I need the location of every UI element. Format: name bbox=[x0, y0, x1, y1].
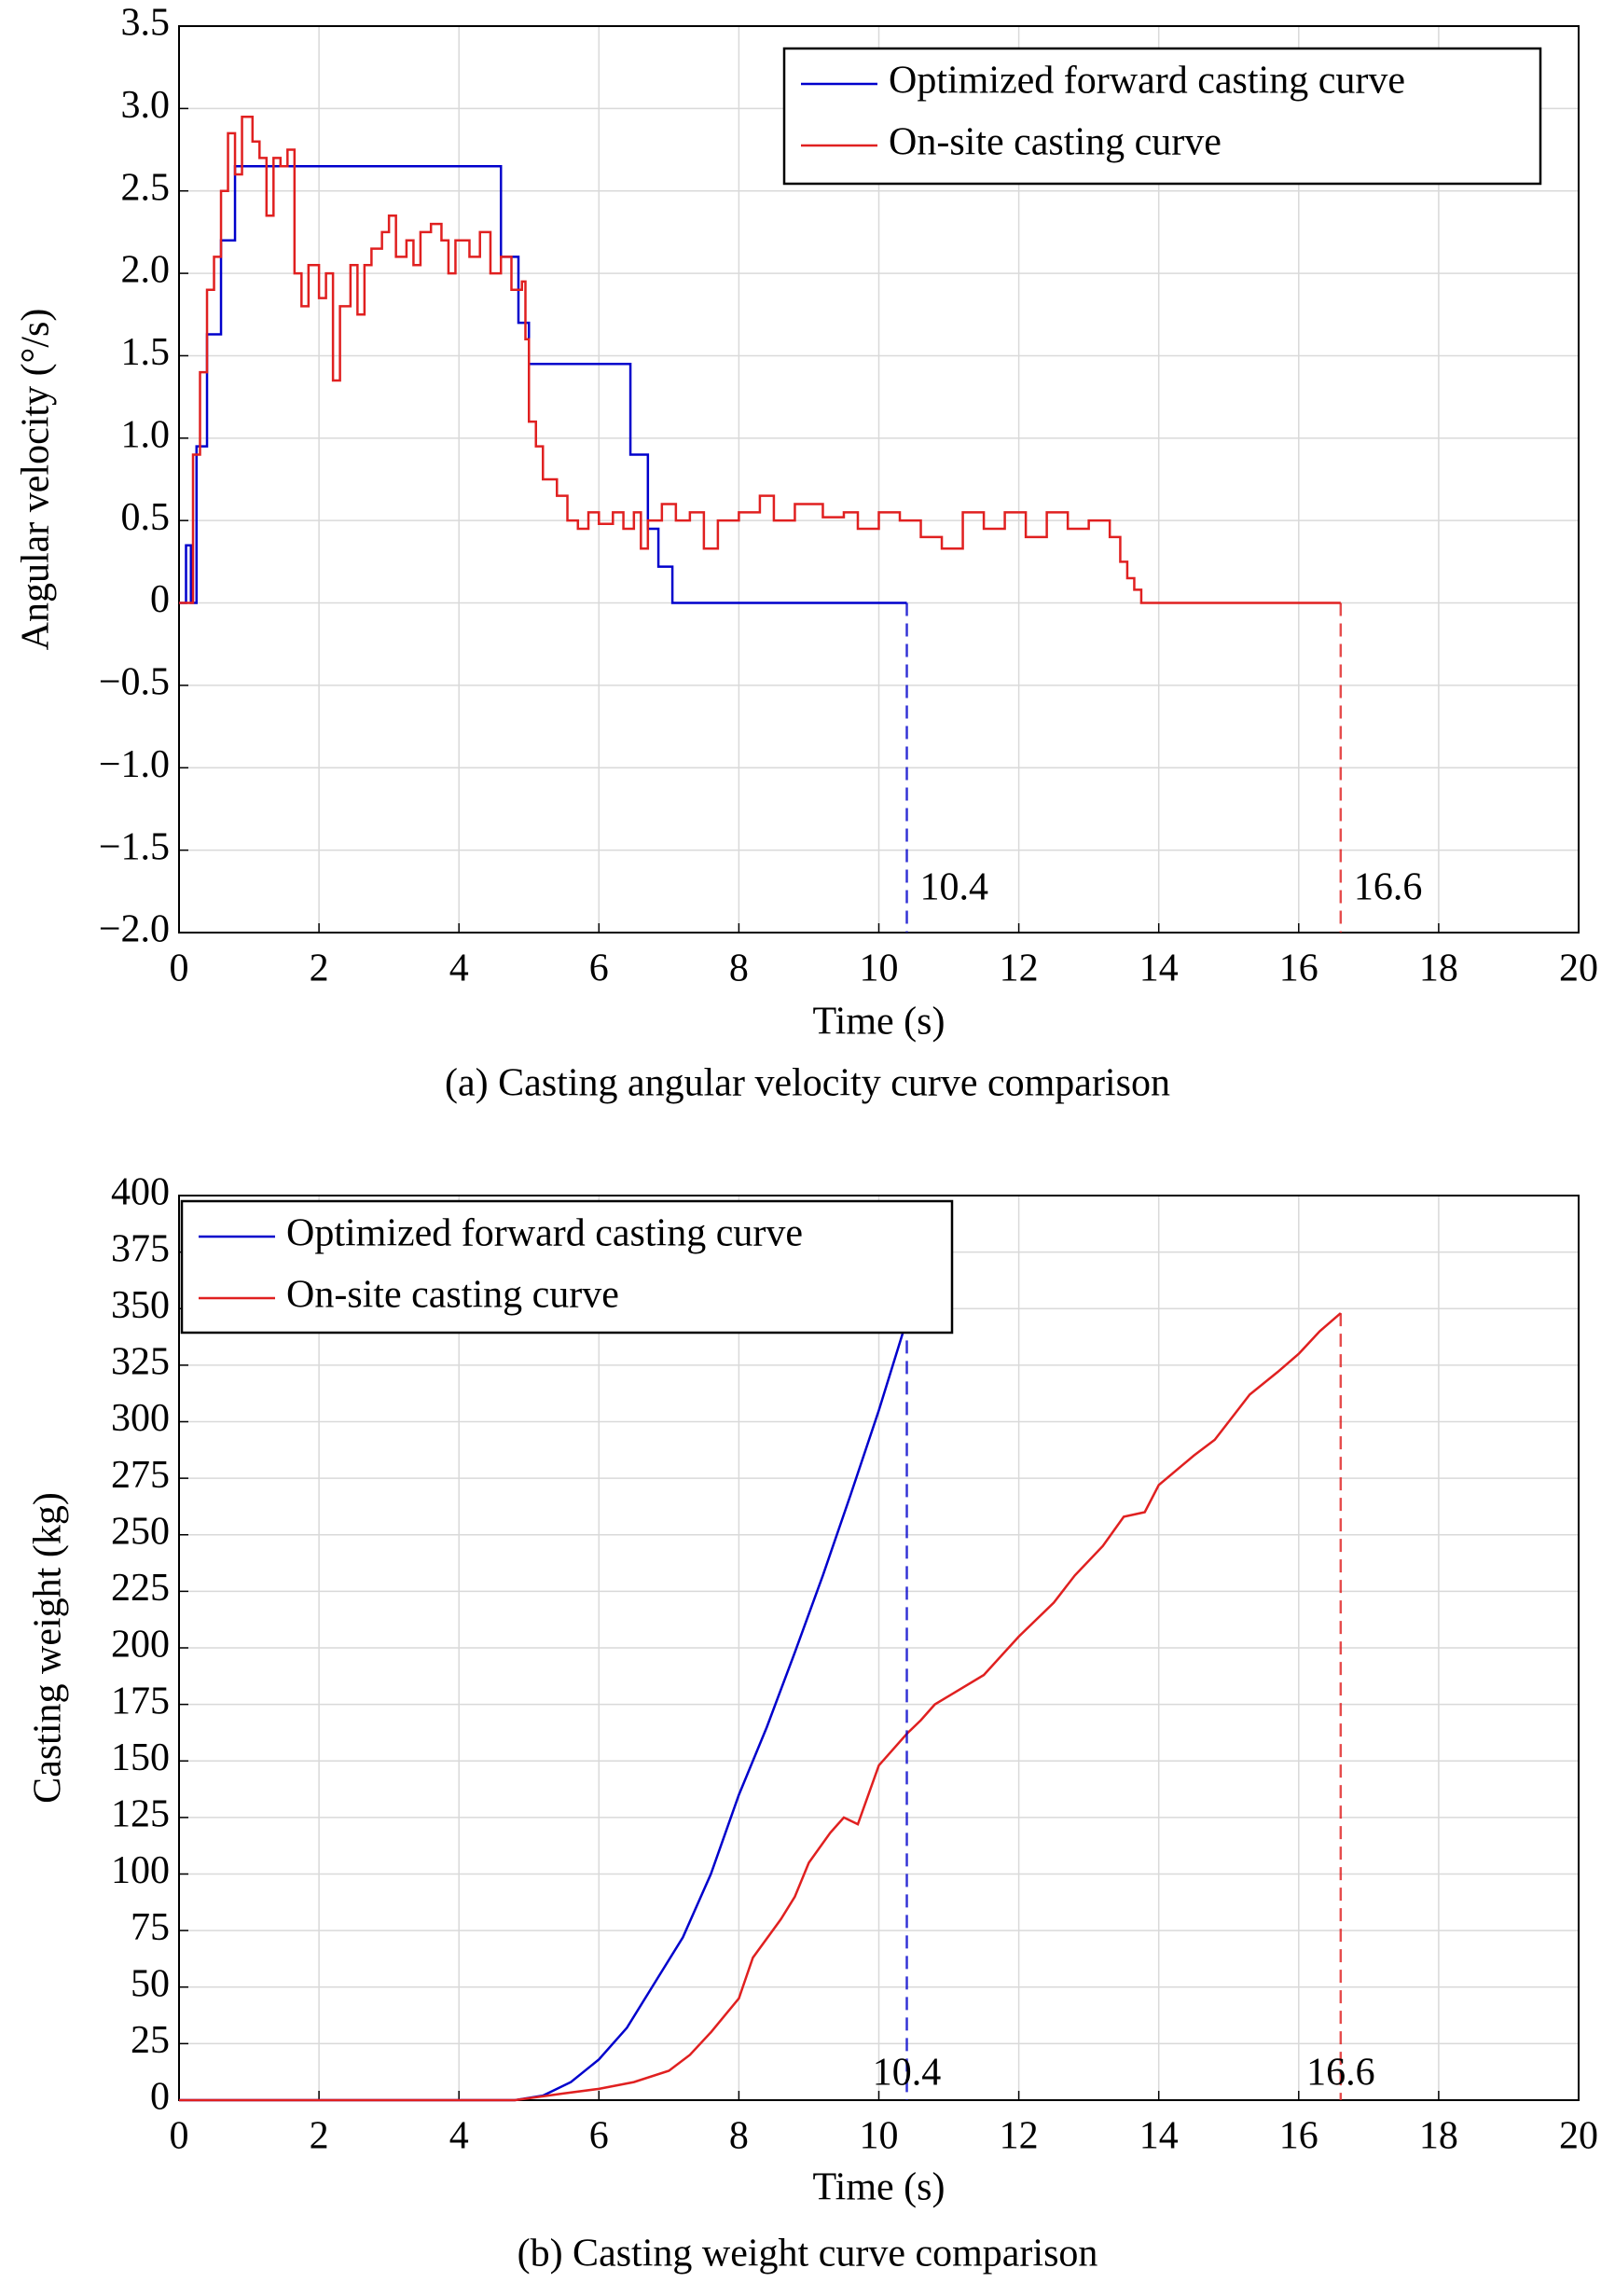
x-tick-label: 10 bbox=[860, 947, 899, 990]
x-tick-label: 20 bbox=[1559, 947, 1598, 990]
y-axis-label: Angular velocity (°/s) bbox=[15, 309, 58, 651]
x-tick-label: 8 bbox=[729, 947, 749, 990]
x-tick-label: 2 bbox=[310, 947, 329, 990]
legend-label: On-site casting curve bbox=[889, 121, 1222, 164]
y-tick-label: −1.5 bbox=[99, 825, 170, 868]
y-tick-label: −1.0 bbox=[99, 743, 170, 786]
series-line bbox=[179, 1320, 908, 2102]
x-axis-label: Time (s) bbox=[813, 1001, 946, 1044]
annotation: 10.4 bbox=[920, 866, 989, 909]
series-line bbox=[179, 115, 1341, 604]
y-tick-label: 1.0 bbox=[121, 413, 171, 456]
y-tick-label: 250 bbox=[111, 1510, 170, 1553]
y-tick-label: 75 bbox=[131, 1906, 170, 1949]
y-tick-label: −2.0 bbox=[99, 908, 170, 951]
y-tick-label: 50 bbox=[131, 1962, 170, 2005]
y-tick-label: −0.5 bbox=[99, 661, 170, 704]
legend-box bbox=[782, 47, 1542, 186]
x-tick-label: 18 bbox=[1419, 2115, 1458, 2158]
y-tick-label: 350 bbox=[111, 1284, 170, 1327]
x-tick-label: 12 bbox=[1000, 2115, 1039, 2158]
x-tick-label: 4 bbox=[449, 947, 469, 990]
x-tick-label: 8 bbox=[729, 2115, 749, 2158]
x-tick-label: 16 bbox=[1279, 2115, 1318, 2158]
x-tick-label: 0 bbox=[170, 947, 189, 990]
y-tick-label: 275 bbox=[111, 1454, 170, 1497]
x-tick-label: 0 bbox=[170, 2115, 189, 2158]
y-tick-label: 0 bbox=[150, 2076, 170, 2119]
y-tick-label: 225 bbox=[111, 1567, 170, 1610]
x-tick-label: 12 bbox=[1000, 947, 1039, 990]
caption: (b) Casting weight curve comparison bbox=[518, 2233, 1098, 2275]
y-tick-label: 375 bbox=[111, 1227, 170, 1270]
y-tick-label: 300 bbox=[111, 1397, 170, 1440]
y-tick-label: 100 bbox=[111, 1849, 170, 1892]
legend-label: Optimized forward casting curve bbox=[286, 1212, 803, 1255]
y-tick-label: 150 bbox=[111, 1736, 170, 1779]
y-tick-label: 325 bbox=[111, 1341, 170, 1384]
y-tick-label: 200 bbox=[111, 1624, 170, 1667]
x-tick-label: 6 bbox=[589, 2115, 609, 2158]
legend-label: On-site casting curve bbox=[286, 1274, 619, 1317]
x-tick-label: 6 bbox=[589, 947, 609, 990]
y-axis-label: Casting weight (kg) bbox=[27, 1492, 70, 1804]
x-tick-label: 10 bbox=[860, 2115, 899, 2158]
y-tick-label: 25 bbox=[131, 2019, 170, 2062]
series-line bbox=[179, 164, 907, 604]
annotation: 10.4 bbox=[873, 2052, 942, 2095]
x-tick-label: 20 bbox=[1559, 2115, 1598, 2158]
x-tick-label: 16 bbox=[1279, 947, 1318, 990]
y-tick-label: 175 bbox=[111, 1680, 170, 1722]
annotation: 16.6 bbox=[1354, 866, 1423, 909]
y-tick-label: 3.0 bbox=[121, 84, 171, 127]
chart: 0 2 4 6 8 10 12 14 16 18 20 −2.0 −1.5 −1.0 −0.5 0 0.5 1.0… bbox=[15, 2, 1598, 1105]
y-tick-label: 400 bbox=[111, 1171, 170, 1214]
x-tick-label: 4 bbox=[449, 2115, 469, 2158]
y-tick-label: 2.0 bbox=[121, 249, 171, 292]
caption: (a) Casting angular velocity curve compa… bbox=[445, 1062, 1170, 1105]
y-tick-label: 2.5 bbox=[121, 166, 171, 209]
chart: 0 2 4 6 8 10 12 14 16 18 2002550751001251501752002… bbox=[27, 1171, 1598, 2275]
y-tick-label: 125 bbox=[111, 1793, 170, 1836]
series-line bbox=[179, 1312, 1342, 2102]
legend-box bbox=[180, 1199, 954, 1335]
plot-frame bbox=[178, 1195, 1580, 2101]
annotation: 16.6 bbox=[1306, 2052, 1375, 2095]
x-tick-label: 2 bbox=[310, 2115, 329, 2158]
y-tick-label: 0 bbox=[150, 578, 170, 621]
y-tick-label: 1.5 bbox=[121, 331, 171, 374]
legend-label: Optimized forward casting curve bbox=[889, 60, 1405, 103]
x-tick-label: 18 bbox=[1419, 947, 1458, 990]
y-tick-label: 3.5 bbox=[121, 2, 171, 45]
x-tick-label: 14 bbox=[1139, 2115, 1179, 2158]
x-tick-label: 14 bbox=[1139, 947, 1179, 990]
y-tick-label: 0.5 bbox=[121, 496, 171, 539]
plot-frame bbox=[178, 25, 1580, 934]
x-axis-label: Time (s) bbox=[813, 2166, 946, 2209]
